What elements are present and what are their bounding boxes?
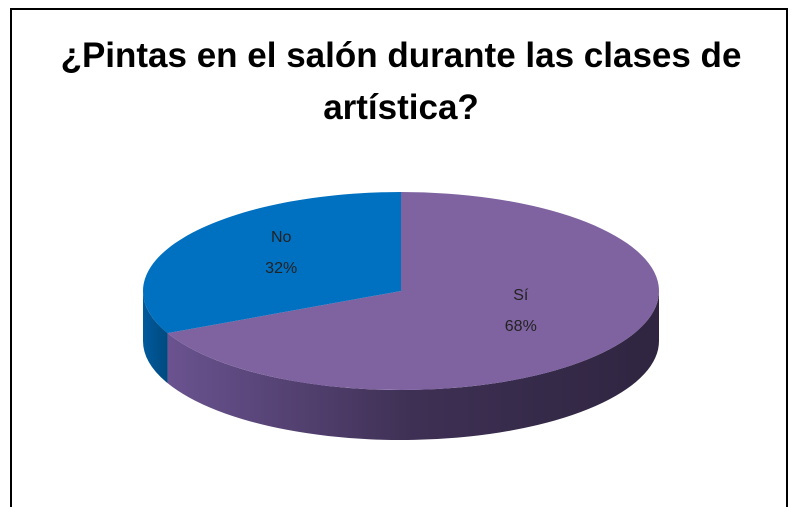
- slice: [142, 192, 401, 334]
- slice-label: No: [271, 229, 292, 246]
- chart-title: ¿Pintas en el salón durante las clases d…: [60, 36, 742, 127]
- slice-value-label: 32%: [265, 260, 297, 277]
- chart-frame: [10, 8, 788, 507]
- slice-side: [167, 291, 659, 440]
- slice: [167, 192, 659, 390]
- slice-side: [143, 291, 168, 384]
- slice-label: Sí: [513, 287, 529, 304]
- slice-value-label: 68%: [505, 318, 537, 335]
